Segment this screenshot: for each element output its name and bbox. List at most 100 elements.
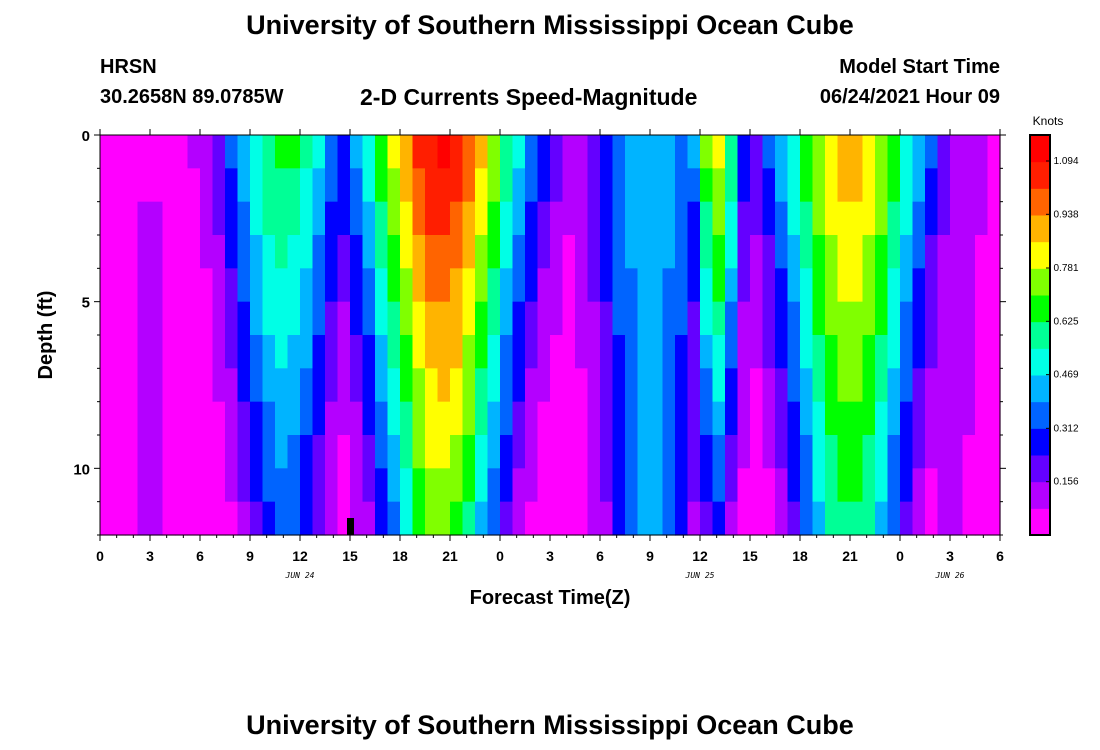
heatmap-cell (875, 401, 889, 436)
heatmap-cell (962, 301, 976, 336)
heatmap-cell (700, 368, 714, 403)
heatmap-cell (200, 201, 214, 236)
heatmap-cell (175, 201, 189, 236)
heatmap-cell (900, 201, 914, 236)
heatmap-cell (462, 168, 476, 203)
heatmap-cell (950, 235, 964, 269)
heatmap-cell (700, 501, 714, 536)
heatmap-cell (400, 201, 414, 236)
heatmap-cell (512, 368, 526, 403)
heatmap-cell (350, 401, 364, 436)
heatmap-cell (950, 135, 964, 169)
heatmap-cell (500, 401, 514, 436)
y-tick-label: 5 (82, 295, 90, 312)
heatmap-cell (775, 335, 789, 369)
heatmap-cell (562, 135, 576, 169)
heatmap-cell (375, 401, 389, 436)
heatmap-cell (800, 401, 814, 436)
x-tick-label: 0 (496, 548, 504, 564)
heatmap-cell (225, 135, 239, 169)
heatmap-cell (475, 335, 489, 369)
heatmap-cell (450, 168, 464, 203)
heatmap-cell (400, 435, 414, 469)
heatmap-cell (812, 335, 826, 369)
heatmap-cell (387, 368, 401, 403)
heatmap-cell (912, 435, 926, 469)
x-tick-label: 21 (442, 548, 458, 564)
heatmap-cell (975, 168, 989, 203)
x-tick-label: 15 (742, 548, 758, 564)
heatmap-cell (512, 435, 526, 469)
heatmap-cell (212, 135, 226, 169)
x-tick-label: 18 (792, 548, 808, 564)
heatmap-cell (662, 235, 676, 269)
heatmap-cell (637, 335, 651, 369)
heatmap-cell (200, 235, 214, 269)
heatmap-cell (975, 335, 989, 369)
heatmap-cell (862, 468, 876, 503)
heatmap-cell (137, 401, 151, 436)
heatmap-cell (412, 501, 426, 536)
heatmap-cell (900, 401, 914, 436)
heatmap-cell (162, 268, 176, 303)
heatmap-cell (187, 235, 201, 269)
heatmap-cell (725, 201, 739, 236)
heatmap-cell (587, 135, 601, 169)
heatmap-cell (862, 301, 876, 336)
heatmap-cell (450, 201, 464, 236)
heatmap-cell (987, 368, 1001, 403)
heatmap-cell (962, 468, 976, 503)
heatmap-cell (337, 201, 351, 236)
heatmap-cell (800, 501, 814, 536)
heatmap-cell (175, 168, 189, 203)
heatmap-cell (987, 435, 1001, 469)
heatmap-cell (150, 235, 164, 269)
heatmap-cell (450, 335, 464, 369)
heatmap-cell (400, 168, 414, 203)
heatmap-cell (375, 368, 389, 403)
heatmap-cell (825, 301, 839, 336)
heatmap-cell (312, 368, 326, 403)
heatmap-cell (812, 235, 826, 269)
heatmap-cell (675, 468, 689, 503)
heatmap-cell (812, 435, 826, 469)
heatmap-cell (500, 268, 514, 303)
heatmap-cell (725, 501, 739, 536)
y-tick-label: 10 (73, 461, 90, 478)
heatmap-cell (850, 501, 864, 536)
heatmap-cell (125, 201, 139, 236)
y-tick-label: 0 (82, 128, 90, 145)
heatmap-cell (525, 268, 539, 303)
heatmap-cell (900, 168, 914, 203)
heatmap-cell (362, 468, 376, 503)
heatmap-cell (525, 501, 539, 536)
heatmap-cell (800, 335, 814, 369)
heatmap-cell (975, 401, 989, 436)
heatmap-cell (550, 301, 564, 336)
x-tick-label: 12 (692, 548, 708, 564)
heatmap-cell (750, 368, 764, 403)
heatmap-cell (150, 468, 164, 503)
heatmap-cell (312, 468, 326, 503)
heatmap-cell (300, 401, 314, 436)
heatmap-cell (912, 401, 926, 436)
heatmap-cell (225, 335, 239, 369)
heatmap-cell (275, 301, 289, 336)
colorbar-segment (1030, 241, 1050, 269)
heatmap-cell (350, 301, 364, 336)
heatmap-cell (300, 268, 314, 303)
heatmap-cell (400, 301, 414, 336)
heatmap-cell (725, 401, 739, 436)
heatmap-cell (800, 468, 814, 503)
heatmap-cell (537, 135, 551, 169)
heatmap-cell (237, 401, 251, 436)
heatmap-cell (975, 468, 989, 503)
heatmap-cell (212, 501, 226, 536)
heatmap-cell (800, 435, 814, 469)
heatmap-cell (312, 301, 326, 336)
heatmap-cell (575, 268, 589, 303)
heatmap-cell (850, 235, 864, 269)
heatmap-cell (325, 268, 339, 303)
heatmap-cell (675, 401, 689, 436)
heatmap-cell (825, 468, 839, 503)
